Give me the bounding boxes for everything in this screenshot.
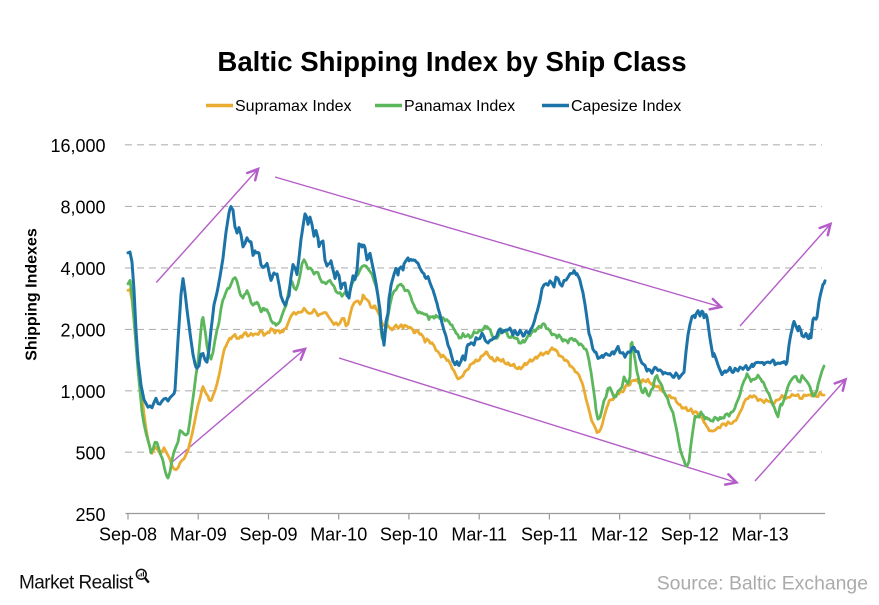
svg-text:Mar-13: Mar-13 — [732, 525, 789, 545]
svg-text:Shipping Indexes: Shipping Indexes — [24, 228, 41, 361]
svg-text:8,000: 8,000 — [60, 198, 105, 218]
svg-text:Mar-10: Mar-10 — [310, 525, 367, 545]
svg-text:Mar-09: Mar-09 — [170, 525, 227, 545]
svg-text:Source: Baltic Exchange: Source: Baltic Exchange — [657, 573, 868, 595]
svg-text:Baltic Shipping Index by Ship: Baltic Shipping Index by Ship Class — [217, 46, 686, 77]
svg-text:4,000: 4,000 — [60, 259, 105, 279]
svg-text:1,000: 1,000 — [60, 382, 105, 402]
svg-text:Market Realist: Market Realist — [19, 573, 134, 594]
svg-text:16,000: 16,000 — [50, 136, 105, 156]
svg-text:500: 500 — [75, 444, 105, 464]
svg-text:Sep-11: Sep-11 — [521, 525, 578, 545]
svg-text:2,000: 2,000 — [60, 321, 105, 341]
svg-text:Sep-10: Sep-10 — [380, 525, 438, 545]
svg-text:250: 250 — [75, 505, 105, 525]
svg-text:Supramax Index: Supramax Index — [235, 98, 352, 115]
svg-text:Sep-08: Sep-08 — [99, 525, 157, 545]
svg-text:Sep-09: Sep-09 — [239, 525, 297, 545]
svg-text:Sep-12: Sep-12 — [661, 525, 719, 545]
svg-text:Mar-12: Mar-12 — [591, 525, 648, 545]
svg-text:Capesize Index: Capesize Index — [571, 98, 681, 115]
svg-text:Mar-11: Mar-11 — [451, 525, 507, 545]
svg-text:Panamax Index: Panamax Index — [404, 98, 515, 115]
